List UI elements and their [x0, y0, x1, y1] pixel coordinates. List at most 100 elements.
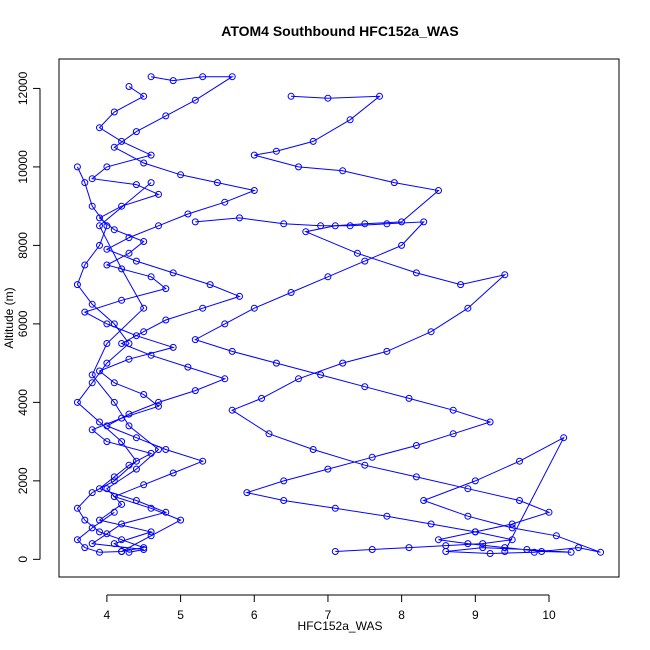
data-point [427, 520, 435, 528]
data-point [280, 220, 288, 228]
data-point [140, 546, 148, 553]
data-point [486, 550, 494, 557]
data-point [501, 544, 509, 552]
data-point [103, 245, 111, 253]
data-point [457, 281, 465, 289]
data-point [110, 379, 118, 387]
data-point [125, 83, 133, 90]
data-point [103, 320, 111, 328]
data-point [96, 367, 103, 375]
data-point [110, 143, 118, 151]
data-point [162, 446, 170, 453]
data-point [140, 304, 148, 312]
y-tick-label: 12000 [16, 71, 30, 105]
data-point [191, 218, 199, 226]
data-point [132, 457, 140, 465]
data-point [398, 218, 406, 226]
data-point [331, 548, 339, 555]
data-point [361, 383, 369, 391]
data-point [213, 179, 221, 187]
data-point [228, 347, 236, 355]
data-point [427, 328, 435, 336]
data-point [346, 222, 354, 230]
data-point [191, 387, 199, 395]
data-point [449, 406, 457, 414]
data-point [110, 508, 118, 516]
data-point [147, 532, 155, 540]
data-point [317, 371, 325, 379]
data-point [199, 304, 207, 312]
data-point [162, 316, 170, 324]
data-point [221, 198, 229, 206]
data-point [331, 222, 339, 230]
data-point [361, 257, 369, 265]
data-point [88, 300, 96, 308]
data-point [147, 151, 155, 159]
data-point [516, 457, 523, 465]
data-point [118, 296, 126, 304]
data-point [250, 187, 258, 194]
data-point [449, 430, 457, 438]
data-point [140, 391, 148, 398]
data-point [147, 351, 155, 359]
series-line [83, 86, 175, 553]
data-point [103, 485, 111, 493]
data-point [530, 548, 538, 556]
data-point [169, 469, 177, 477]
data-point [221, 320, 229, 328]
x-tick-label: 6 [251, 608, 258, 622]
data-point [88, 202, 96, 210]
x-tick-label: 5 [177, 608, 184, 622]
data-point [81, 516, 89, 524]
data-point [552, 532, 560, 540]
data-point [376, 92, 383, 100]
plot-frame [58, 58, 620, 578]
data-point [361, 220, 369, 228]
data-point [317, 222, 325, 230]
data-point [184, 210, 192, 218]
data-point [81, 308, 89, 316]
series-line [194, 217, 513, 552]
data-point [147, 273, 155, 281]
data-point [88, 371, 96, 379]
data-point [516, 497, 523, 504]
data-point [132, 257, 140, 265]
data-point [140, 92, 148, 100]
data-point [155, 222, 162, 230]
data-point [199, 73, 207, 81]
data-point [228, 73, 236, 81]
data-point [346, 116, 354, 124]
data-point [125, 340, 133, 347]
data-point [486, 418, 494, 426]
data-point [132, 465, 140, 473]
x-tick-label: 7 [325, 608, 332, 622]
data-point [575, 544, 582, 552]
data-point [368, 453, 376, 461]
data-point [479, 544, 487, 552]
data-point [309, 137, 317, 145]
data-point [295, 375, 302, 383]
data-point [155, 190, 162, 198]
data-point [103, 261, 111, 269]
data-point [324, 273, 332, 281]
data-point [110, 473, 118, 481]
data-point [132, 181, 140, 189]
data-point [287, 92, 295, 100]
data-point [118, 536, 126, 544]
data-point [110, 226, 118, 234]
x-tick-label: 8 [398, 608, 405, 622]
x-axis-label: HFC152a_WAS [298, 619, 383, 633]
data-point [280, 497, 288, 504]
data-point [442, 542, 450, 550]
data-point [464, 540, 472, 548]
data-point [73, 398, 81, 406]
data-point [140, 159, 148, 167]
data-point [147, 179, 155, 187]
data-point [272, 147, 280, 155]
data-point [412, 473, 420, 481]
data-point [81, 261, 89, 269]
data-point [140, 328, 148, 336]
data-point [324, 94, 332, 102]
data-point [118, 548, 126, 555]
